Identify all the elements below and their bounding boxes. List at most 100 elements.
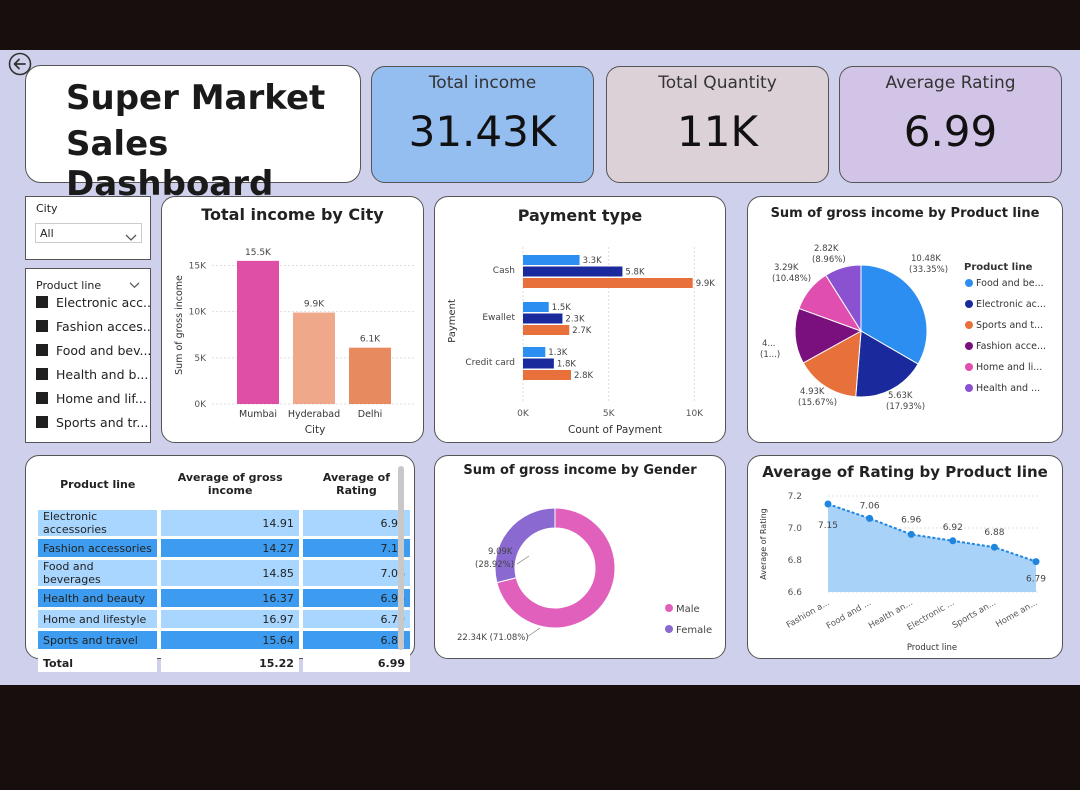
product-slicer-label: Product line [36, 279, 102, 292]
kpi-value: 31.43K [408, 107, 557, 156]
city-dropdown-value: All [40, 227, 54, 240]
column-header[interactable]: Average of Rating [322, 471, 390, 497]
chart-title: Sum of gross income by Product line [770, 206, 1040, 221]
kpi-average-rating: Average Rating 6.99 [839, 66, 1062, 183]
y-tick-label: 10K [189, 308, 207, 318]
data-point [990, 543, 998, 551]
data-label: 5.8K [625, 268, 645, 278]
product-slicer-item[interactable]: Sports and tr... [26, 410, 150, 434]
data-label: (28.92%) [475, 560, 514, 570]
legend-marker [965, 363, 973, 371]
data-label: 6.1K [360, 335, 381, 345]
y-tick-label: 7.2 [788, 492, 802, 502]
legend-label: Home and li... [976, 362, 1042, 373]
bar [293, 312, 335, 404]
table-cell: 6.88 [302, 631, 410, 649]
table-cell: 7.15 [302, 539, 410, 557]
bar [523, 358, 554, 369]
checkbox-icon[interactable] [36, 368, 48, 380]
data-label: 3.3K [583, 256, 603, 266]
table-cell: Home and lifestyle [38, 610, 158, 628]
product-slicer-item[interactable]: Electronic acc... [26, 290, 150, 314]
table-cell: Sports and travel [38, 631, 158, 649]
product-slicer-item[interactable]: Fashion acces... [26, 314, 150, 338]
data-label: 4... [762, 339, 776, 349]
dashboard-canvas: Super Market Sales Dashboard Total incom… [0, 50, 1080, 685]
donut-slice [494, 507, 556, 584]
x-tick-label: Food and ... [825, 598, 873, 632]
table-scrollbar[interactable] [398, 466, 404, 650]
product-table-card: Product line Average of gross income Avera… [25, 455, 415, 672]
data-label-percent: (15.67%) [798, 398, 837, 408]
y-tick-label: 15K [189, 261, 207, 271]
product-slicer-item-label: Sports and tr... [56, 414, 149, 430]
checkbox-icon[interactable] [36, 320, 48, 332]
bar [523, 370, 571, 380]
y-tick-label: 5K [194, 354, 207, 364]
product-slicer-item[interactable]: Food and bev... [26, 338, 150, 362]
kpi-value: 6.99 [903, 107, 998, 156]
data-label: 2.8K [574, 371, 594, 381]
bar [523, 266, 623, 277]
data-label: 2.82K [814, 244, 839, 254]
checkbox-icon[interactable] [36, 296, 48, 308]
product-slicer-item-label: Electronic acc... [56, 294, 150, 310]
income-by-city-svg: 0K 5K 10K 15K 15.5K Mumbai 9.9K Hyderabad 6.1K De… [174, 248, 414, 436]
kpi-total-quantity: Total Quantity 11K [606, 66, 829, 183]
x-axis-title: Count of Payment [568, 424, 662, 436]
x-axis-title: City [305, 424, 326, 436]
data-point [949, 537, 957, 545]
table-row[interactable]: Home and lifestyle 16.97 6.79 [38, 610, 410, 628]
chart-gross-by-product: Sum of gross income by Product line 10.4… [747, 196, 1063, 443]
kpi-label: Average Rating [885, 73, 1016, 93]
leader-line [516, 555, 530, 565]
table-row[interactable]: Sports and travel 15.64 6.88 [38, 631, 410, 649]
leader-line [526, 627, 541, 638]
x-tick-label: 10K [686, 409, 704, 419]
product-slicer-list: Electronic acc... Fashion acces... Food an… [26, 290, 150, 434]
chart-title: Payment type [517, 206, 643, 225]
data-label: 7.06 [860, 501, 880, 511]
chart-payment-type: Payment type 0K 5K 10K Cash 3.3K 5.8K 9.9K Ewal… [434, 196, 726, 443]
legend-label: Fashion acce... [976, 341, 1046, 352]
data-label-percent: (8.96%) [812, 255, 846, 265]
product-slicer-header[interactable]: Product line [36, 274, 146, 292]
back-arrow-icon[interactable] [8, 52, 32, 76]
product-slicer-item[interactable]: Home and lif... [26, 386, 150, 410]
table-row[interactable]: Electronic accessories 14.91 6.92 [38, 510, 410, 536]
product-slicer-item-label: Fashion acces... [56, 318, 150, 334]
column-header[interactable]: Average of gross income [177, 471, 283, 497]
data-label: 9.09K [488, 547, 513, 557]
payment-type-svg: 0K 5K 10KCash3.3K5.8K9.9KEwallet1.5K2.3K2.… [447, 247, 715, 436]
checkbox-icon[interactable] [36, 416, 48, 428]
y-axis-title: Payment [447, 299, 458, 343]
pie-slice [825, 264, 862, 333]
table-cell: Food and beverages [38, 560, 158, 586]
table-row[interactable]: Food and beverages 14.85 7.06 [38, 560, 410, 586]
data-label: 22.34K (71.08%) [457, 633, 529, 643]
y-axis-title: Average of Rating [759, 508, 768, 579]
city-dropdown[interactable]: All [35, 223, 142, 243]
gross-by-gender-svg: 22.34K (71.08%) 9.09K (28.92%) Male Female [457, 507, 712, 643]
checkbox-icon[interactable] [36, 392, 48, 404]
table-row[interactable]: Health and beauty 16.37 6.96 [38, 589, 410, 607]
product-slicer-item[interactable]: Health and b... [26, 362, 150, 386]
data-label: 9.9K [304, 300, 325, 310]
dashboard-title-line1: Super Market [66, 78, 326, 118]
bar [523, 347, 546, 357]
bar [523, 255, 580, 265]
x-tick-label: Mumbai [239, 409, 277, 420]
data-point [824, 500, 832, 508]
product-slicer-item-label: Health and b... [56, 366, 149, 382]
table-total-cell: 6.99 [302, 652, 410, 672]
data-label: 2.7K [572, 326, 592, 336]
checkbox-icon[interactable] [36, 344, 48, 356]
table-cell: Electronic accessories [38, 510, 158, 536]
legend-label: Food and be... [976, 278, 1044, 289]
table-row[interactable]: Fashion accessories 14.27 7.15 [38, 539, 410, 557]
data-label: 6.88 [984, 528, 1004, 538]
table-header-row: Product line Average of gross income Avera… [38, 467, 410, 507]
dashboard-title-line2: Sales Dashboard [66, 124, 274, 204]
bar [237, 260, 279, 404]
column-header[interactable]: Product line [60, 477, 136, 491]
